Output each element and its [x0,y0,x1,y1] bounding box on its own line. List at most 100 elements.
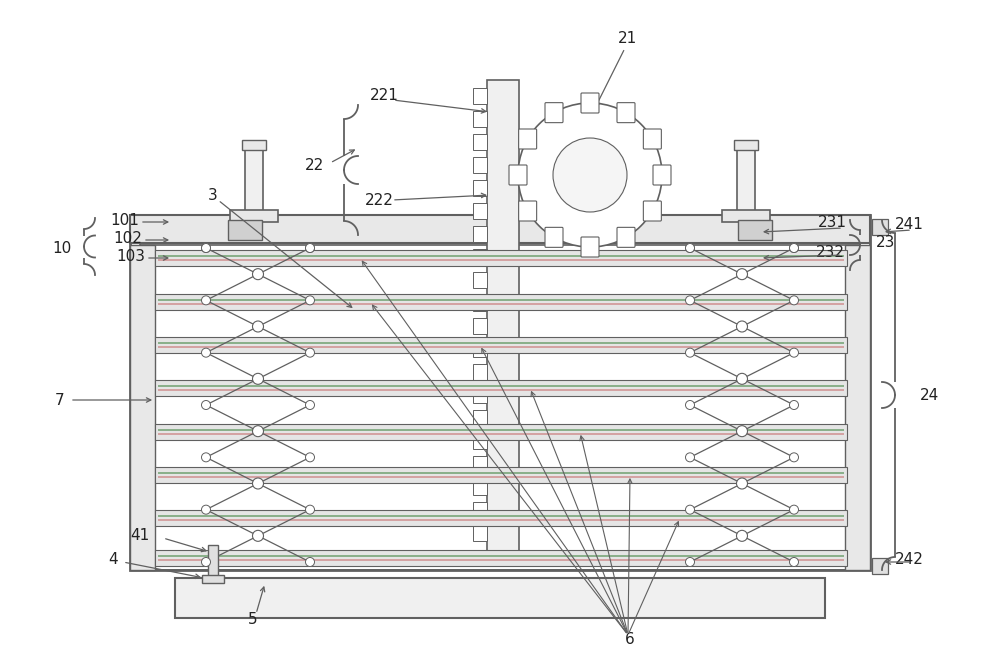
Circle shape [568,153,612,197]
Bar [473,249,487,265]
Circle shape [553,138,627,212]
Bar [473,410,487,426]
Bar [473,134,487,150]
Bar [202,575,224,583]
Bar [473,479,487,495]
Circle shape [253,269,264,280]
Bar [228,220,262,240]
Text: 22: 22 [305,158,324,172]
Bar [473,272,487,288]
Text: 6: 6 [625,633,635,648]
Bar [872,558,888,574]
Bar [722,210,770,222]
Circle shape [686,505,694,514]
Circle shape [686,453,694,462]
Bar [155,294,847,310]
Text: 7: 7 [55,392,65,408]
Bar [208,545,218,580]
Text: 10: 10 [52,241,71,255]
Circle shape [202,453,211,462]
Bar [155,337,847,353]
Circle shape [202,243,211,253]
Bar [155,424,847,440]
Text: 221: 221 [370,88,399,103]
Circle shape [736,373,748,385]
Bar [155,550,847,566]
Circle shape [202,243,211,253]
Bar [473,502,487,518]
Circle shape [253,426,264,437]
Circle shape [202,296,211,305]
Circle shape [202,348,211,357]
Circle shape [686,243,694,253]
Circle shape [253,373,264,385]
Bar [845,245,870,570]
Circle shape [789,243,798,253]
Bar [473,387,487,403]
Circle shape [686,348,694,357]
Text: 23: 23 [876,235,895,249]
Bar [473,180,487,196]
Circle shape [253,530,264,541]
Text: 41: 41 [130,528,149,542]
Circle shape [306,348,315,357]
Bar [155,510,847,526]
Bar [473,111,487,127]
Text: 231: 231 [818,215,847,229]
Text: 242: 242 [895,552,924,568]
FancyBboxPatch shape [653,165,671,185]
Text: 24: 24 [920,387,939,402]
Circle shape [306,243,315,253]
Bar [230,210,278,222]
Circle shape [736,269,748,280]
Bar [487,80,519,560]
Bar [242,140,266,150]
Bar [473,318,487,334]
Circle shape [306,400,315,410]
Text: 4: 4 [108,552,118,568]
Circle shape [306,243,315,253]
Bar [140,215,860,245]
Bar [130,245,155,570]
Circle shape [202,505,211,514]
Text: 5: 5 [248,613,258,627]
Circle shape [736,321,748,332]
Bar [872,219,888,235]
Circle shape [686,400,694,410]
Circle shape [253,321,264,332]
Circle shape [789,348,798,357]
FancyBboxPatch shape [519,129,537,149]
Text: 21: 21 [618,30,637,46]
Bar [473,295,487,311]
FancyBboxPatch shape [519,201,537,221]
Bar [155,250,847,266]
Circle shape [736,530,748,541]
Bar [473,364,487,380]
FancyBboxPatch shape [545,227,563,247]
Circle shape [686,558,694,566]
Circle shape [789,505,798,514]
Circle shape [306,453,315,462]
Bar [473,203,487,219]
Bar [473,525,487,541]
Bar [738,220,772,240]
FancyBboxPatch shape [643,129,661,149]
Circle shape [789,558,798,566]
Circle shape [518,103,662,247]
FancyBboxPatch shape [643,201,661,221]
Circle shape [789,453,798,462]
Circle shape [736,426,748,437]
Circle shape [253,478,264,489]
Circle shape [789,243,798,253]
Bar [473,341,487,357]
Bar [473,157,487,173]
Circle shape [686,296,694,305]
Circle shape [306,505,315,514]
Bar [734,140,758,150]
Text: 3: 3 [208,188,218,202]
Bar [130,215,870,570]
Bar [130,215,870,243]
Circle shape [306,558,315,566]
FancyBboxPatch shape [545,103,563,123]
Circle shape [306,296,315,305]
